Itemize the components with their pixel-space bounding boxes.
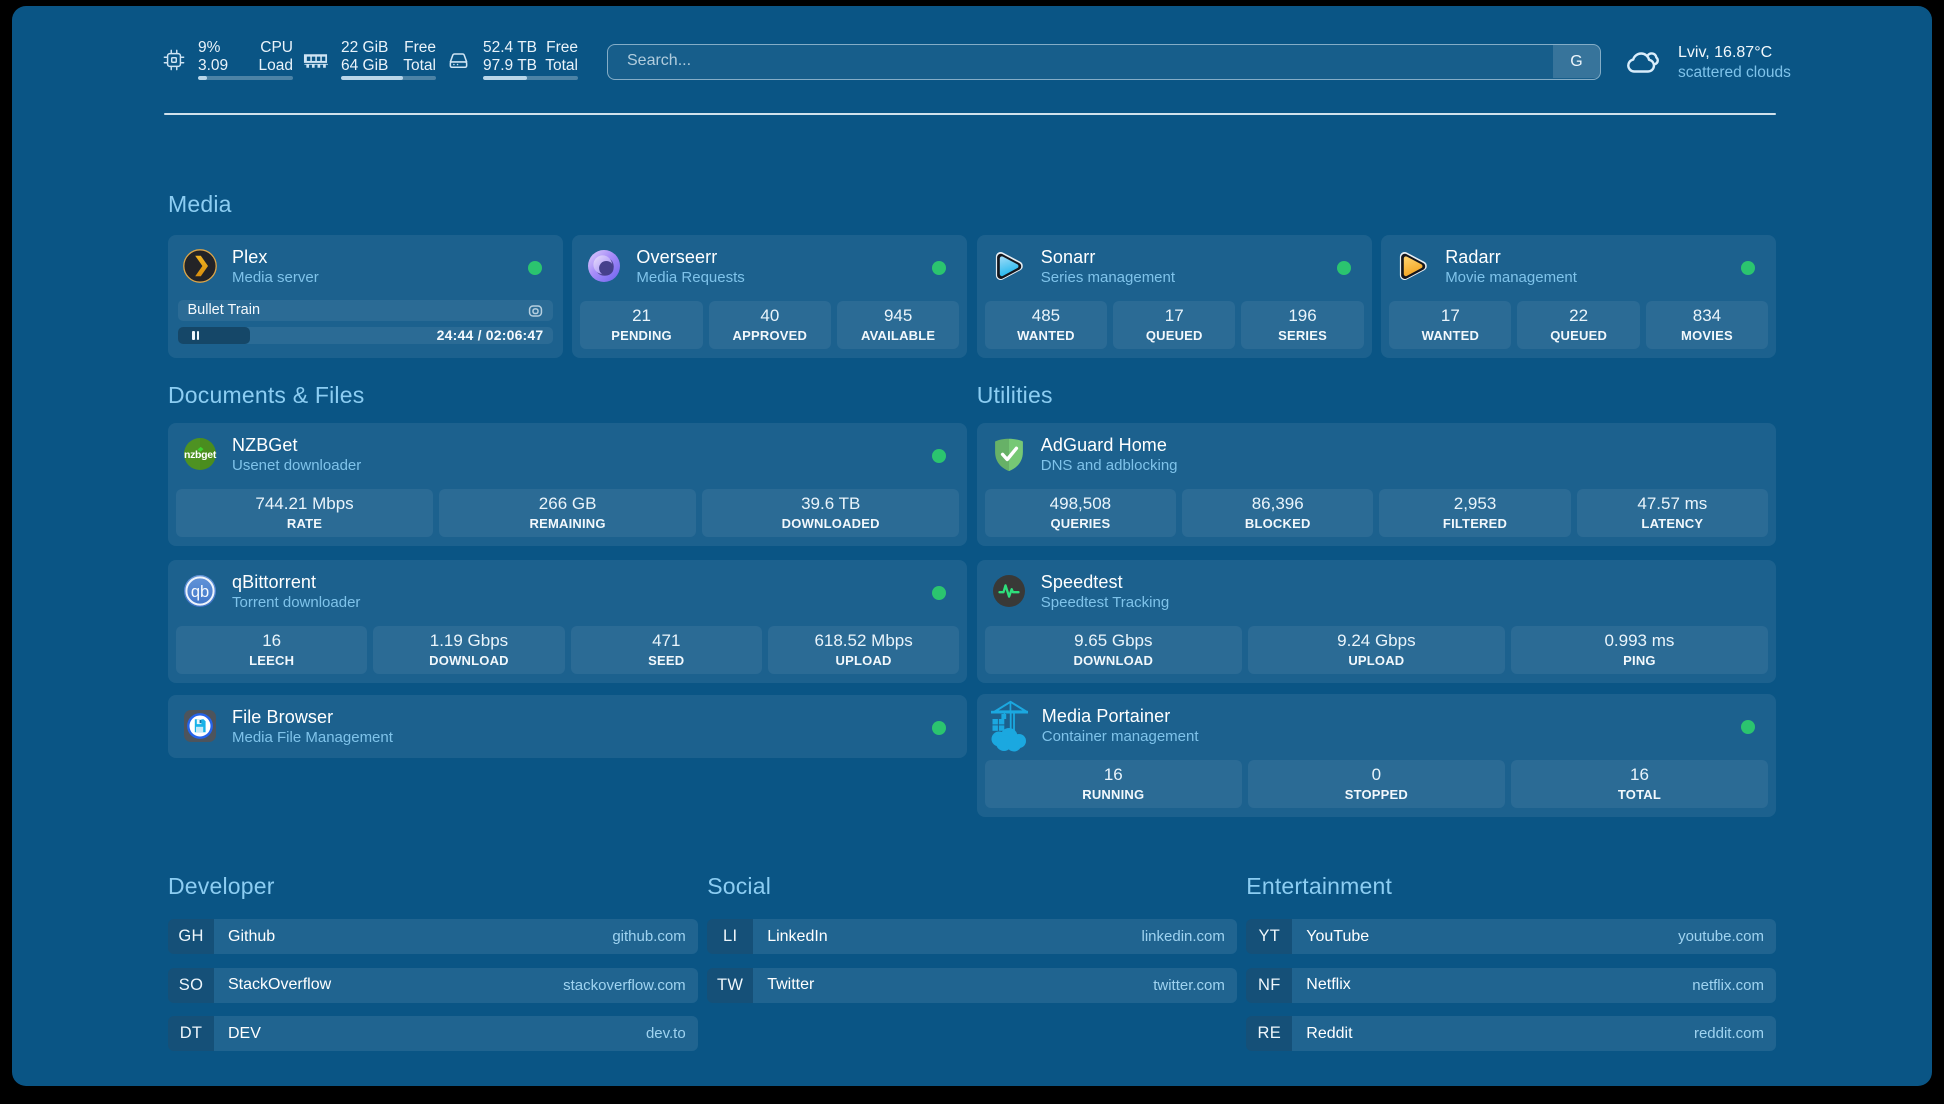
svg-text:nzbget: nzbget (184, 449, 217, 461)
svg-text:qb: qb (191, 583, 209, 601)
